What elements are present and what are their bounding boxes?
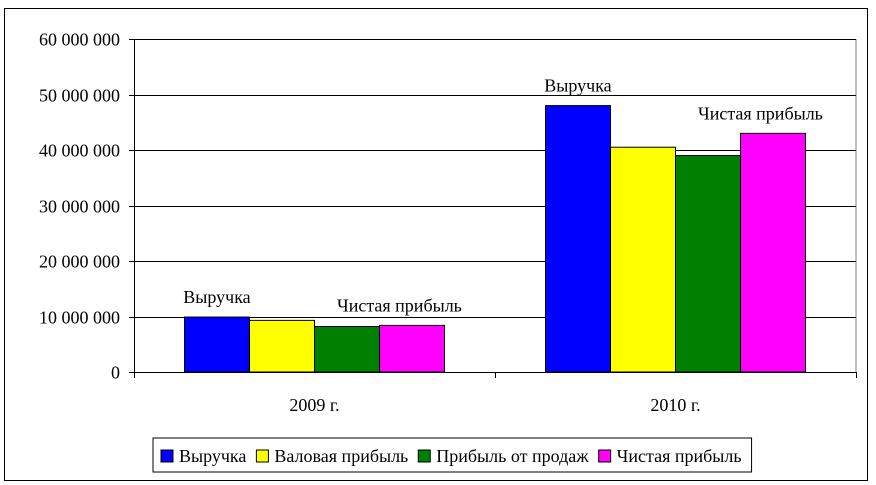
data-annotation: Выручка <box>183 287 250 307</box>
y-tick-label: 40 000 000 <box>39 141 120 161</box>
y-tick-label: 20 000 000 <box>39 252 120 272</box>
legend: Выручка Валовая прибыль Прибыль от продаж Ч… <box>152 437 753 473</box>
bar <box>249 319 315 373</box>
y-tick-label: 30 000 000 <box>39 197 120 217</box>
axes <box>129 39 857 378</box>
y-tick-labels: 0 10 000 000 20 000 000 30 000 000 40 000 00… <box>39 30 120 383</box>
x-tick-labels: 2009 г. 2010 г. <box>289 395 700 415</box>
bar <box>314 325 380 373</box>
x-tick-label: 2009 г. <box>289 395 339 415</box>
y-tick-label: 60 000 000 <box>39 30 120 50</box>
bar <box>610 146 676 373</box>
x-tick-label: 2010 г. <box>650 395 700 415</box>
legend-label: Чистая прибыль <box>617 446 742 466</box>
annotations: Выручка Чистая прибыль Выручка Чистая прибы… <box>183 76 823 316</box>
legend-swatch <box>160 449 174 463</box>
bar <box>379 324 445 373</box>
data-annotation: Чистая прибыль <box>698 103 823 123</box>
legend-label: Прибыль от продаж <box>436 446 589 466</box>
legend-swatch <box>417 449 431 463</box>
bar <box>184 316 250 373</box>
bar <box>740 132 806 373</box>
y-tick-label: 10 000 000 <box>39 308 120 328</box>
legend-label: Выручка <box>179 446 246 466</box>
bars <box>184 105 806 373</box>
chart-frame <box>4 8 868 481</box>
bar <box>675 155 741 373</box>
legend-box <box>152 437 753 473</box>
legend-swatch <box>598 449 612 463</box>
y-tick-label: 50 000 000 <box>39 86 120 106</box>
data-annotation: Чистая прибыль <box>337 295 462 315</box>
y-tick-label: 0 <box>111 363 120 383</box>
legend-swatch <box>255 449 269 463</box>
bar <box>545 105 611 373</box>
data-annotation: Выручка <box>544 76 611 96</box>
legend-label: Валовая прибыль <box>274 446 408 466</box>
